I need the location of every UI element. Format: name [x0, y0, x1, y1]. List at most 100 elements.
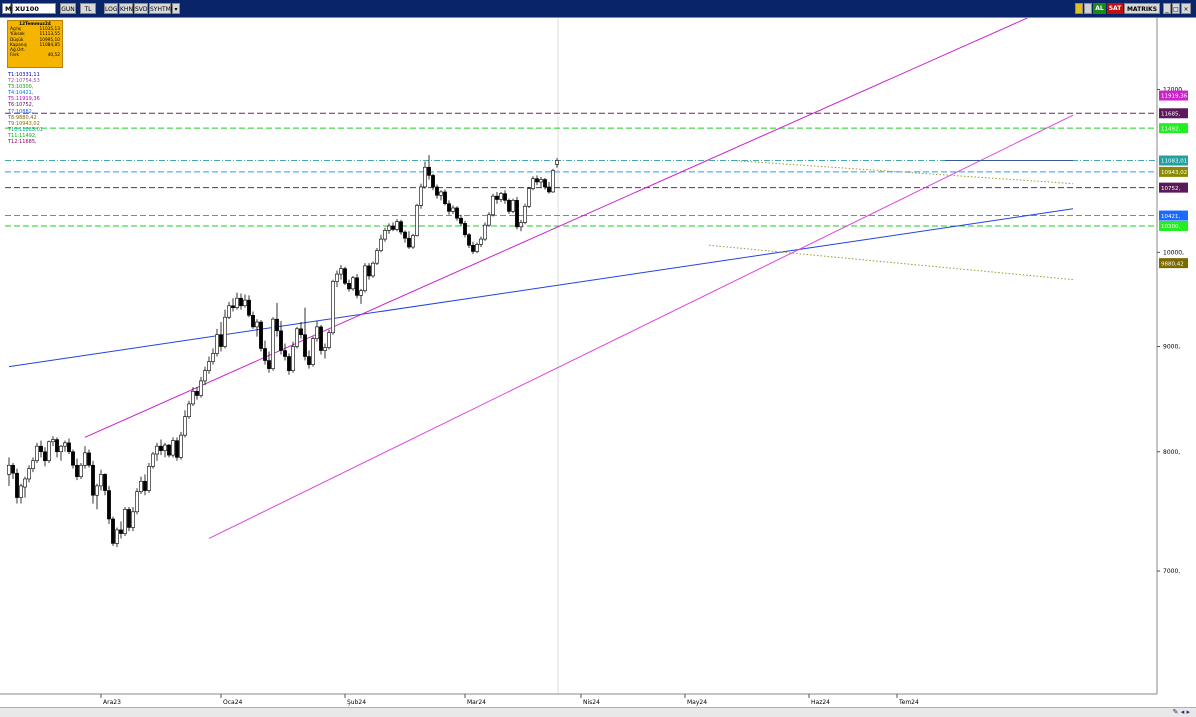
candle-body — [139, 480, 143, 493]
candle-body — [471, 244, 475, 252]
price-tag-label: 9880,42 — [1161, 261, 1184, 267]
candle-body — [187, 403, 191, 418]
candle-body — [555, 160, 559, 165]
candle-body — [511, 200, 515, 212]
candle-body — [83, 452, 87, 466]
minimize-icon[interactable]: _ — [1163, 3, 1171, 14]
pin-icon[interactable] — [1075, 3, 1083, 14]
candle-body — [243, 299, 247, 307]
candle-body — [487, 214, 491, 226]
candle-body — [195, 391, 199, 396]
candle-body — [447, 203, 451, 212]
candle-body — [155, 445, 159, 455]
ohlc-info-box: 12Temmuz24 Açılış 11035,13 Yüksek 11113,55… — [7, 20, 63, 68]
ohlc-label: Kapanış — [10, 42, 27, 48]
x-axis-ticks: Ara23 Oca24 Şub24 Mar24 Nis24 May24 Haz24 Tem24 — [100, 694, 919, 706]
candle-body — [75, 464, 79, 477]
candle-body — [411, 235, 415, 248]
candle-body — [103, 474, 107, 491]
syhtmp-button[interactable]: SYHTMP — [149, 3, 174, 14]
level-list-item: T6:10752, — [8, 102, 34, 109]
candle-body — [307, 356, 311, 365]
chart-scrollbar[interactable]: ✎ ◂ ▸ — [0, 707, 1196, 717]
candle-body — [127, 509, 131, 528]
price-tag — [1159, 182, 1188, 193]
candle-body — [427, 166, 431, 176]
price-tag-label: 10421, — [1161, 214, 1180, 220]
candle-body — [163, 444, 167, 451]
price-chart[interactable]: 12000, 10000, 9000, 8000, 7000, Ara23 Oca24 Şu… — [0, 18, 1196, 707]
dropdown-arrow-icon[interactable]: ▾ — [172, 3, 180, 14]
candle-body — [79, 464, 83, 477]
candle-body — [271, 318, 275, 369]
ohlc-label: Düşük — [10, 37, 24, 43]
price-tag-label: 11083,01 — [1161, 159, 1187, 165]
candle-body — [107, 490, 111, 520]
level-list-item: T9:10943,02 — [8, 120, 40, 127]
refresh-icon[interactable] — [1084, 3, 1092, 14]
candle-body — [363, 265, 367, 292]
candle-body — [291, 346, 295, 371]
ohlc-value: 11035,13 — [39, 27, 60, 33]
price-tag — [1159, 258, 1188, 269]
candle-body — [215, 334, 219, 354]
close-icon[interactable]: × — [1181, 3, 1191, 14]
candle-body — [227, 305, 231, 318]
candle-body — [47, 441, 51, 462]
candle-body — [383, 230, 387, 240]
price-tag — [1159, 108, 1188, 119]
candle-body — [439, 191, 443, 196]
trend-line — [8, 208, 1074, 368]
candle-body — [499, 193, 503, 200]
scroll-arrows-icon[interactable]: ✎ ◂ ▸ — [1172, 708, 1190, 716]
svd-button[interactable]: SVD — [134, 3, 148, 14]
trend-line — [736, 160, 1074, 185]
candle-body — [467, 234, 471, 246]
y-tick-label: 12000, — [1163, 87, 1184, 94]
candle-body — [171, 440, 175, 456]
candle-body — [519, 222, 523, 228]
maximize-icon[interactable]: □ — [1172, 3, 1180, 14]
candle-body — [59, 445, 63, 453]
candle-body — [99, 474, 103, 487]
candle-body — [231, 305, 235, 308]
symbol-input[interactable]: XU100 — [12, 3, 56, 14]
log-button[interactable]: LOG — [104, 3, 118, 14]
candle-body — [7, 464, 11, 475]
price-tag-label: 11919,36 — [1161, 94, 1188, 100]
price-tag-label: 11492, — [1161, 126, 1180, 132]
candle-body — [331, 281, 335, 334]
ohlc-value: 11084,85 — [39, 42, 60, 48]
candle-body — [443, 191, 447, 205]
chart-mode-button[interactable]: M — [2, 3, 11, 14]
khn-button[interactable]: KHN — [119, 3, 133, 14]
price-tag — [1159, 155, 1188, 166]
candle-body — [39, 445, 43, 453]
candle-body — [151, 453, 155, 467]
ohlc-label: Ağ.Ort. — [10, 48, 26, 54]
candle-body — [367, 265, 371, 277]
buy-button[interactable]: AL — [1093, 3, 1106, 14]
candle-body — [199, 380, 203, 396]
candle-body — [259, 321, 263, 349]
candle-body — [159, 445, 163, 451]
candle-body — [55, 439, 59, 453]
candle-body — [319, 326, 323, 351]
matriks-button[interactable]: MATRIKS — [1124, 3, 1160, 14]
candle-body — [287, 356, 291, 371]
sell-button[interactable]: SAT — [1107, 3, 1123, 14]
candle-body — [407, 237, 411, 248]
candle-body — [179, 434, 183, 458]
candle-body — [387, 225, 391, 231]
candle-body — [399, 221, 403, 233]
period-button[interactable]: GUN — [60, 3, 76, 14]
level-list-item: T8:9880,42 — [8, 114, 37, 121]
candle-body — [303, 334, 307, 357]
trend-line — [208, 114, 1074, 539]
y-tick-label: 8000, — [1163, 449, 1180, 456]
tl-button[interactable]: TL — [80, 3, 96, 14]
x-tick-label: Şub24 — [347, 699, 366, 706]
level-list-item: T10:11083,01 — [8, 126, 43, 133]
candle-body — [51, 439, 55, 443]
candle-body — [503, 193, 507, 201]
